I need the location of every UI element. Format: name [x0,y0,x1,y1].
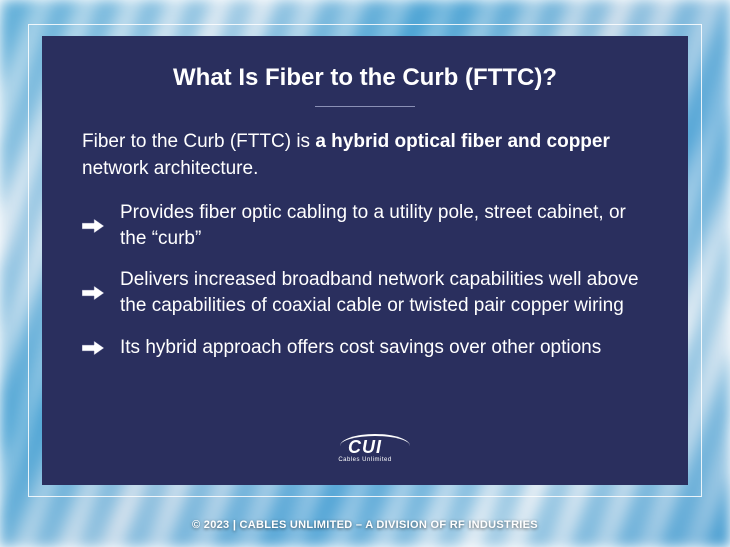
list-item: Provides fiber optic cabling to a utilit… [82,200,648,251]
info-card: What Is Fiber to the Curb (FTTC)? Fiber … [42,36,688,485]
bullet-text: Provides fiber optic cabling to a utilit… [120,200,648,251]
intro-post: network architecture. [82,158,258,179]
arrow-icon [82,341,104,355]
bullet-text: Delivers increased broadband network cap… [120,267,648,318]
intro-text: Fiber to the Curb (FTTC) is a hybrid opt… [82,129,648,182]
title-divider [315,106,415,107]
logo-main-text: CUI [348,437,382,458]
list-item: Delivers increased broadband network cap… [82,267,648,318]
bullet-text: Its hybrid approach offers cost savings … [120,335,601,361]
copyright-footer: © 2023 | CABLES UNLIMITED – A DIVISION O… [0,519,730,531]
card-title: What Is Fiber to the Curb (FTTC)? [82,64,648,92]
list-item: Its hybrid approach offers cost savings … [82,335,648,361]
bullet-list: Provides fiber optic cabling to a utilit… [82,200,648,360]
intro-pre: Fiber to the Curb (FTTC) is [82,131,315,152]
cui-logo: CUI Cables Unlimited [338,437,391,463]
logo-container: CUI Cables Unlimited [82,427,648,463]
intro-bold: a hybrid optical fiber and copper [315,131,610,152]
arrow-icon [82,286,104,300]
arrow-icon [82,219,104,233]
